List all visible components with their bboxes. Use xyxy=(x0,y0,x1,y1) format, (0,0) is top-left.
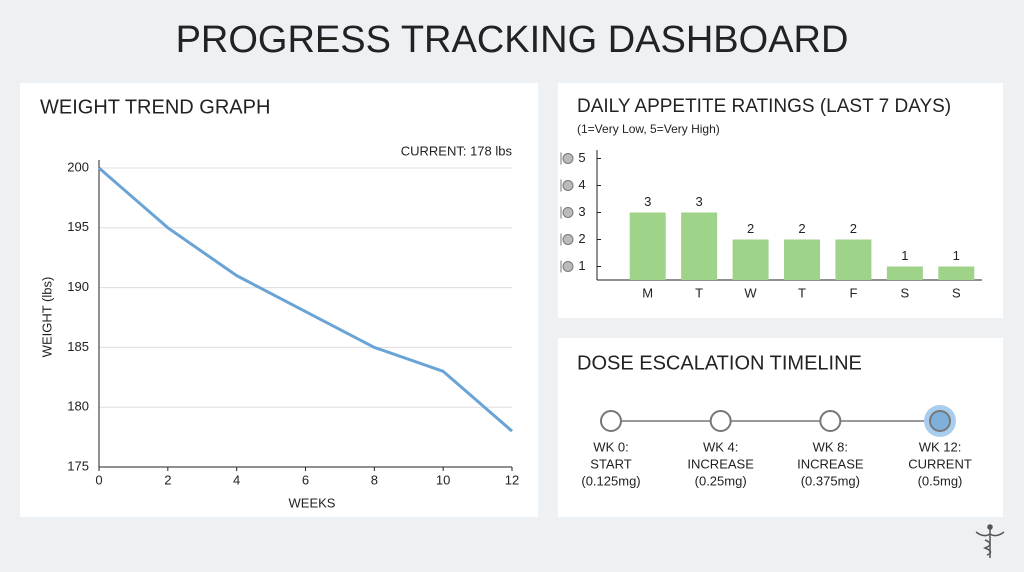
y-axis-label: WEIGHT (lbs) xyxy=(39,277,54,358)
bar xyxy=(732,239,769,280)
x-tick-label: F xyxy=(849,285,857,300)
x-tick-label: W xyxy=(744,285,757,300)
x-tick-label: 4 xyxy=(233,472,240,487)
y-tick-label: 175 xyxy=(67,458,89,473)
timeline-node xyxy=(600,410,622,432)
value-label: 3 xyxy=(696,194,703,209)
x-tick-label: S xyxy=(952,285,961,300)
y-tick-label: 3 xyxy=(578,204,585,219)
chart-subtitle: (1=Very Low, 5=Very High) xyxy=(577,122,720,136)
y-tick-label: 185 xyxy=(67,339,89,354)
timeline-node xyxy=(709,410,732,432)
timeline-label: START xyxy=(590,456,631,471)
plate-icon xyxy=(562,234,574,245)
plate-icon xyxy=(562,153,574,164)
value-label: 2 xyxy=(850,221,857,236)
timeline-label: (0.25mg) xyxy=(695,473,747,488)
x-tick-label: T xyxy=(798,285,806,300)
timeline-label: INCREASE xyxy=(797,456,864,471)
plate-icon xyxy=(562,180,574,191)
chart-title: WEIGHT TREND GRAPH xyxy=(40,96,270,118)
timeline-label: (0.375mg) xyxy=(801,473,860,488)
x-tick-label: 6 xyxy=(302,472,309,487)
y-tick-label: 2 xyxy=(578,231,585,246)
timeline-label: (0.5mg) xyxy=(918,473,963,488)
y-tick-label: 4 xyxy=(578,177,585,192)
y-tick-label: 190 xyxy=(67,279,89,294)
x-tick-label: T xyxy=(695,285,703,300)
x-tick-label: M xyxy=(642,285,653,300)
value-label: 2 xyxy=(798,221,805,236)
plate-icon xyxy=(562,207,574,218)
y-tick-label: 195 xyxy=(67,219,89,234)
x-tick-label: 2 xyxy=(164,472,171,487)
bar xyxy=(629,212,666,280)
timeline-label: (0.125mg) xyxy=(581,473,640,488)
bar xyxy=(938,266,975,280)
value-label: 3 xyxy=(644,194,651,209)
bar xyxy=(886,266,923,280)
timeline-label: WK 4: xyxy=(703,439,738,454)
bar xyxy=(784,239,820,280)
weight-panel xyxy=(20,83,538,517)
timeline-node xyxy=(929,410,951,432)
x-tick-label: S xyxy=(901,285,910,300)
timeline-label: WK 12: xyxy=(919,439,962,454)
x-tick-label: 10 xyxy=(436,472,450,487)
value-label: 2 xyxy=(747,221,754,236)
x-tick-label: 0 xyxy=(95,472,102,487)
timeline-label: WK 8: xyxy=(813,439,848,454)
logo xyxy=(975,524,1005,558)
page-title: PROGRESS TRACKING DASHBOARD xyxy=(176,19,849,61)
x-tick-label: 12 xyxy=(505,472,519,487)
timeline-label: CURRENT xyxy=(908,456,972,471)
timeline-label: INCREASE xyxy=(687,456,754,471)
x-axis-label: WEEKS xyxy=(289,495,336,510)
weight-line xyxy=(98,166,513,433)
y-tick-label: 1 xyxy=(578,258,585,273)
timeline-label: WK 0: xyxy=(593,439,628,454)
y-tick-label: 180 xyxy=(67,399,89,414)
value-label: 1 xyxy=(953,248,960,263)
bar xyxy=(835,239,872,280)
bar xyxy=(681,212,718,280)
y-tick-label: 200 xyxy=(67,159,89,174)
value-label: 1 xyxy=(901,248,908,263)
appetite-panel xyxy=(558,83,1003,318)
y-tick-label: 5 xyxy=(578,150,585,165)
x-tick-label: 8 xyxy=(371,472,378,487)
annotation: CURRENT: 178 lbs xyxy=(401,143,513,158)
chart-title: DAILY APPETITE RATINGS (LAST 7 DAYS) xyxy=(577,96,951,117)
plate-icon xyxy=(562,261,574,272)
timeline-title: DOSE ESCALATION TIMELINE xyxy=(577,352,862,374)
timeline-node xyxy=(819,410,842,432)
